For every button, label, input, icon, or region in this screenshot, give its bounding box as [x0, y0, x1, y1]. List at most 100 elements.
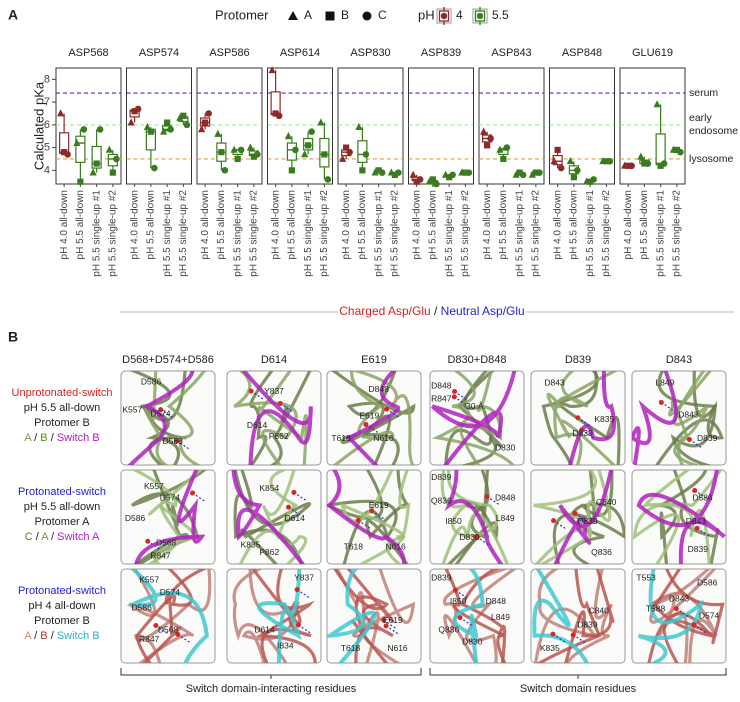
legend-symbol: [325, 11, 335, 21]
point: [512, 170, 520, 178]
residue-label: Y837: [294, 573, 314, 583]
backbone: [327, 569, 377, 663]
backbone: [551, 470, 615, 564]
point: [164, 119, 171, 126]
box: [655, 133, 666, 166]
point: [465, 169, 473, 176]
point: [429, 176, 436, 183]
facet-panel: [408, 67, 474, 185]
row-label-part: A: [24, 630, 32, 642]
hbond: [160, 409, 174, 419]
point: [487, 135, 494, 142]
x-tick-label: pH 5.5 single-up #1: [585, 190, 596, 277]
atom: [355, 517, 361, 523]
point: [321, 151, 328, 158]
residue-label: K835: [540, 643, 560, 653]
hbond: [288, 506, 301, 516]
hbond: [383, 619, 397, 629]
legend-title: pH: [418, 7, 435, 22]
point: [160, 127, 168, 135]
atom: [383, 623, 389, 629]
atom: [694, 525, 700, 531]
row-label: Protomer A: [34, 516, 90, 528]
structure-image: [125, 569, 215, 663]
hbond: [176, 440, 190, 450]
point: [246, 143, 254, 151]
point: [275, 112, 283, 120]
point: [254, 151, 261, 158]
hbond: [147, 540, 161, 550]
row-label-part: /: [31, 630, 40, 642]
point: [391, 171, 398, 179]
column-header: D568+D574+D586: [122, 354, 214, 366]
hbond: [459, 617, 473, 627]
atom: [158, 407, 164, 413]
hbond: [298, 624, 311, 634]
x-tick-label: pH 5.5 single-up #2: [108, 190, 119, 277]
point: [205, 110, 212, 117]
x-tick-label: pH 5.5 all-down: [428, 190, 439, 259]
x-tick-label: pH 5.5 single-up #2: [319, 190, 330, 277]
x-tick-label: pH 5.5 single-up #1: [373, 190, 384, 277]
atom: [550, 631, 556, 637]
backbone: [444, 470, 506, 564]
point: [234, 155, 241, 163]
point: [449, 171, 456, 179]
point: [317, 118, 325, 126]
row-label-part: B: [40, 432, 47, 444]
hbond: [192, 492, 205, 502]
panel-label: A: [8, 7, 18, 23]
row-label-part: A: [41, 531, 49, 543]
point: [574, 167, 581, 174]
row-label-part: /: [48, 432, 57, 444]
reference-label: lysosome: [689, 153, 734, 165]
group-label: Switch domain-interacting residues: [186, 683, 357, 695]
y-tick-label: 7: [44, 96, 50, 108]
residue-label: D843: [669, 593, 690, 603]
residue-label: Y837: [264, 386, 284, 396]
point: [134, 105, 142, 113]
x-tick-label: pH 4.0 all-down: [59, 190, 70, 259]
point: [590, 176, 597, 183]
row-label-part: Switch B: [57, 432, 100, 444]
point: [359, 167, 366, 174]
backbone: [330, 569, 392, 663]
point: [660, 160, 668, 167]
residue-label: D843: [686, 516, 707, 526]
atom: [175, 631, 181, 637]
legend-label: 5.5: [492, 8, 509, 22]
residue-label: I850: [445, 516, 462, 526]
point: [288, 167, 295, 174]
backbone: [652, 371, 724, 465]
point: [198, 125, 206, 133]
reference-label: serum: [689, 87, 718, 99]
hbond: [577, 417, 591, 427]
row-label-part: pH 5.5 all-down: [24, 402, 100, 414]
point: [644, 160, 652, 167]
row-label-part: Protomer B: [34, 615, 90, 627]
row-label: Protonated-switch: [18, 486, 106, 498]
point: [109, 169, 116, 176]
x-tick-label: pH 5.5 all-down: [357, 190, 368, 259]
row-label: Protonated-switch: [18, 585, 106, 597]
backbone: [128, 569, 195, 663]
atom: [451, 394, 457, 400]
point: [214, 129, 222, 137]
y-tick-label: 8: [44, 73, 50, 85]
x-tick-label: pH 5.5 all-down: [639, 190, 650, 259]
column-header: E619: [361, 354, 387, 366]
point: [237, 146, 245, 154]
backbone: [256, 371, 308, 465]
atom: [190, 490, 196, 496]
point: [284, 132, 292, 140]
backbone: [646, 569, 716, 663]
facet-label: ASP614: [280, 47, 320, 59]
point: [528, 170, 536, 178]
backbone: [533, 470, 598, 564]
facet-label: ASP839: [421, 47, 461, 59]
title-part: /: [431, 304, 441, 318]
row-label-part: /: [48, 630, 57, 642]
point: [272, 110, 279, 117]
y-tick-label: 4: [44, 164, 50, 176]
residue-label: K835: [241, 539, 261, 549]
